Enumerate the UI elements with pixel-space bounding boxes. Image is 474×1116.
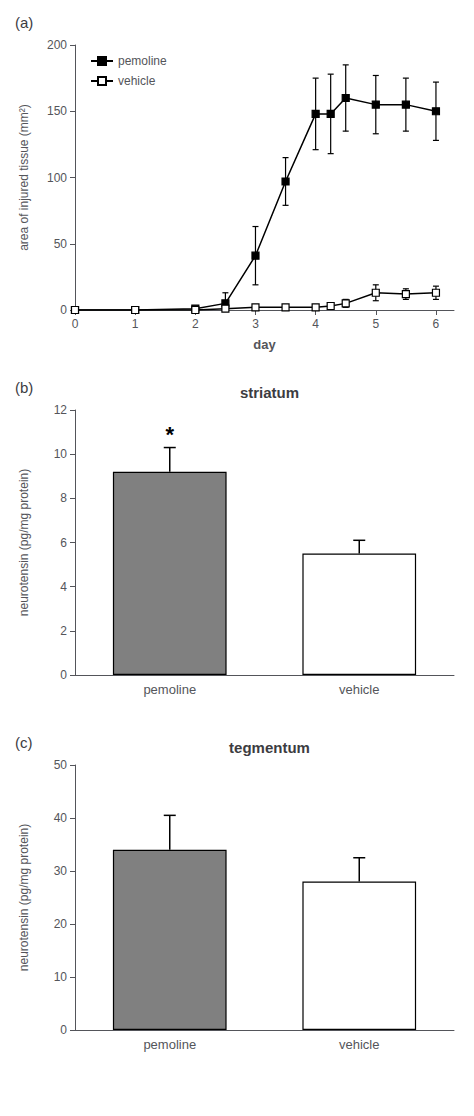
- svg-text:50: 50: [54, 237, 68, 251]
- svg-text:10: 10: [54, 970, 68, 984]
- svg-text:neurotensin (pg/mg protein): neurotensin (pg/mg protein): [17, 824, 31, 971]
- svg-text:0: 0: [60, 303, 67, 317]
- svg-text:vehicle: vehicle: [339, 682, 379, 697]
- svg-text:4: 4: [60, 580, 67, 594]
- svg-text:pemoline: pemoline: [143, 682, 196, 697]
- svg-text:0: 0: [60, 1023, 67, 1037]
- svg-text:6: 6: [433, 317, 440, 331]
- svg-text:(c): (c): [15, 734, 33, 751]
- svg-text:3: 3: [252, 317, 259, 331]
- svg-text:5: 5: [372, 317, 379, 331]
- svg-text:12: 12: [54, 403, 68, 417]
- svg-text:30: 30: [54, 864, 68, 878]
- svg-text:pemoline: pemoline: [118, 54, 167, 68]
- svg-text:4: 4: [312, 317, 319, 331]
- svg-text:2: 2: [60, 624, 67, 638]
- svg-text:0: 0: [72, 317, 79, 331]
- svg-text:(b): (b): [15, 379, 33, 396]
- svg-text:tegmentum: tegmentum: [229, 739, 310, 756]
- svg-text:40: 40: [54, 811, 68, 825]
- svg-text:pemoline: pemoline: [143, 1037, 196, 1052]
- svg-text:50: 50: [54, 758, 68, 772]
- svg-text:vehicle: vehicle: [339, 1037, 379, 1052]
- svg-text:2: 2: [192, 317, 199, 331]
- svg-text:0: 0: [60, 668, 67, 682]
- svg-text:*: *: [165, 422, 174, 447]
- svg-text:150: 150: [47, 104, 67, 118]
- svg-text:area of injured tissue (mm²): area of injured tissue (mm²): [17, 104, 31, 251]
- svg-text:200: 200: [47, 38, 67, 52]
- svg-text:vehicle: vehicle: [118, 74, 156, 88]
- svg-text:10: 10: [54, 447, 68, 461]
- svg-text:striatum: striatum: [240, 384, 299, 401]
- svg-text:day: day: [253, 337, 276, 352]
- svg-text:100: 100: [47, 171, 67, 185]
- svg-text:1: 1: [132, 317, 139, 331]
- svg-text:neurotensin (pg/mg protein): neurotensin (pg/mg protein): [17, 469, 31, 616]
- svg-text:20: 20: [54, 917, 68, 931]
- svg-text:6: 6: [60, 536, 67, 550]
- svg-text:8: 8: [60, 491, 67, 505]
- svg-text:(a): (a): [15, 14, 33, 31]
